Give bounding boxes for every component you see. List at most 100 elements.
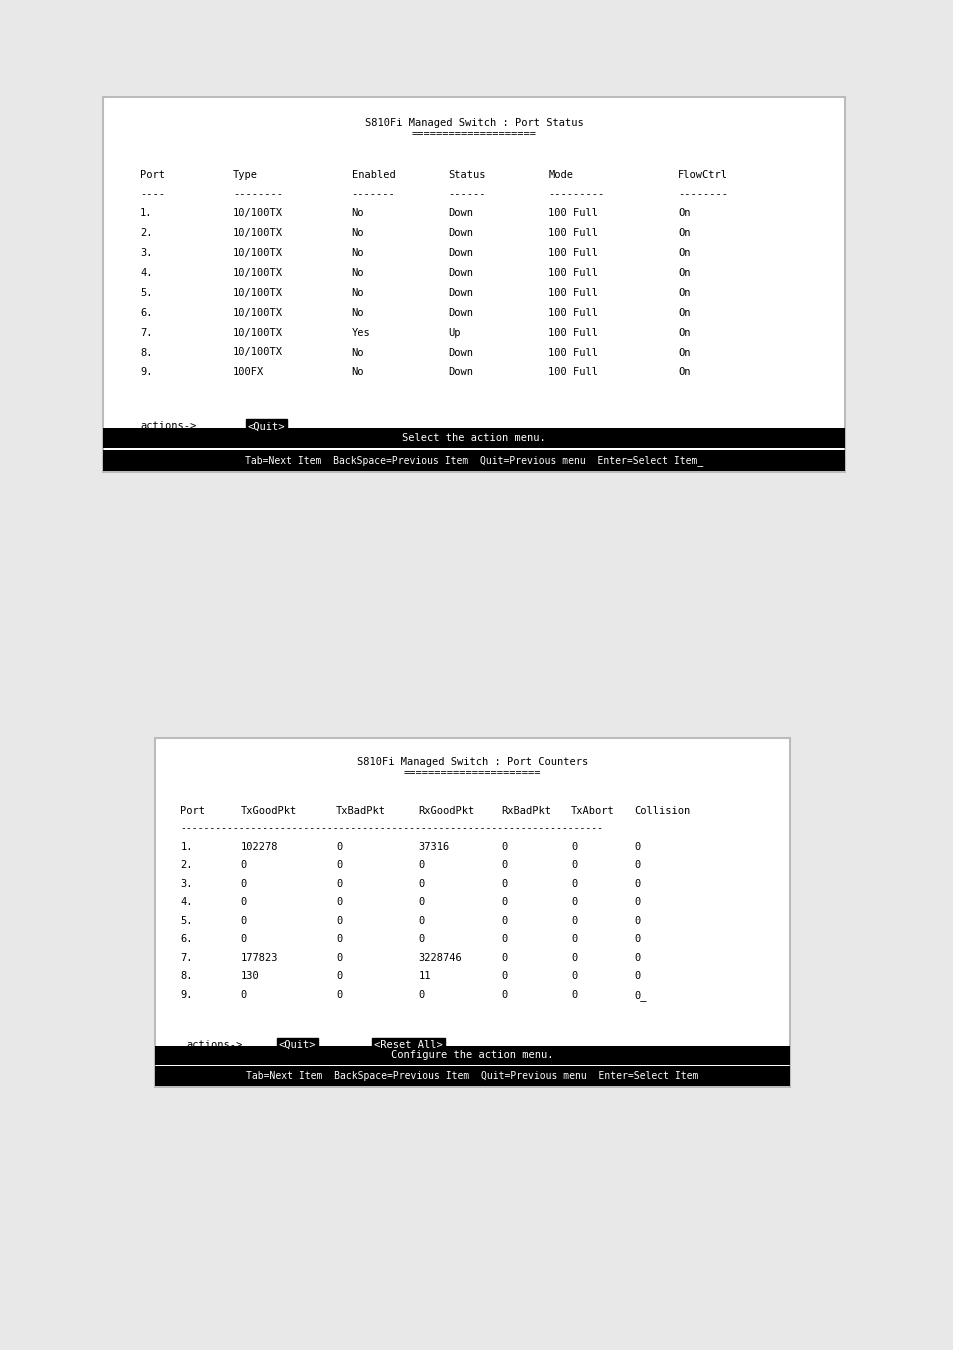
- FancyBboxPatch shape: [154, 738, 789, 1087]
- Text: Status: Status: [448, 170, 485, 180]
- Text: actions->: actions->: [140, 421, 196, 432]
- Text: 100FX: 100FX: [233, 367, 264, 378]
- Text: 1.: 1.: [140, 208, 152, 219]
- Bar: [154, 1046, 789, 1065]
- Text: 0: 0: [570, 990, 577, 999]
- Text: 10/100TX: 10/100TX: [233, 347, 282, 358]
- Text: 0: 0: [570, 841, 577, 852]
- Text: 0: 0: [418, 934, 424, 944]
- Text: 10/100TX: 10/100TX: [233, 328, 282, 338]
- Text: On: On: [678, 328, 690, 338]
- Text: ----: ----: [140, 189, 165, 198]
- Text: On: On: [678, 208, 690, 219]
- Text: Port: Port: [140, 170, 165, 180]
- Text: 0: 0: [418, 990, 424, 999]
- Text: No: No: [352, 367, 364, 378]
- Text: 10/100TX: 10/100TX: [233, 288, 282, 298]
- Text: 2.: 2.: [180, 860, 193, 871]
- Text: Collision: Collision: [634, 806, 690, 815]
- Text: <Quit>: <Quit>: [248, 421, 285, 432]
- Text: Type: Type: [233, 170, 257, 180]
- Text: No: No: [352, 308, 364, 317]
- Text: 1.: 1.: [180, 841, 193, 852]
- Text: 7.: 7.: [180, 953, 193, 963]
- Text: 0: 0: [335, 915, 342, 926]
- Text: RxBadPkt: RxBadPkt: [500, 806, 551, 815]
- Text: On: On: [678, 308, 690, 317]
- Text: 0: 0: [500, 953, 507, 963]
- Text: Down: Down: [448, 228, 473, 238]
- Text: actions->: actions->: [187, 1040, 243, 1050]
- Text: 100 Full: 100 Full: [548, 208, 598, 219]
- Text: 100 Full: 100 Full: [548, 248, 598, 258]
- Text: ------: ------: [448, 189, 485, 198]
- Text: 2.: 2.: [140, 228, 152, 238]
- Text: 0: 0: [634, 879, 640, 888]
- Text: 11: 11: [418, 971, 431, 981]
- Text: Select the action menu.: Select the action menu.: [402, 433, 545, 443]
- Text: 37316: 37316: [418, 841, 449, 852]
- Text: Mode: Mode: [548, 170, 573, 180]
- Text: Configure the action menu.: Configure the action menu.: [391, 1050, 553, 1060]
- Text: 6.: 6.: [140, 308, 152, 317]
- Text: 0: 0: [418, 879, 424, 888]
- Text: 0: 0: [500, 898, 507, 907]
- Text: On: On: [678, 248, 690, 258]
- Text: 0: 0: [335, 934, 342, 944]
- Bar: [103, 450, 844, 471]
- Text: On: On: [678, 367, 690, 378]
- Text: -------: -------: [352, 189, 395, 198]
- Text: On: On: [678, 347, 690, 358]
- Text: 0: 0: [570, 898, 577, 907]
- Text: 0: 0: [240, 990, 247, 999]
- Text: 0: 0: [570, 915, 577, 926]
- Text: 0: 0: [335, 898, 342, 907]
- Text: Enabled: Enabled: [352, 170, 395, 180]
- Text: 0: 0: [240, 915, 247, 926]
- Bar: [154, 1066, 789, 1087]
- Text: 100 Full: 100 Full: [548, 228, 598, 238]
- Text: 0: 0: [500, 879, 507, 888]
- Text: Down: Down: [448, 248, 473, 258]
- Text: 100 Full: 100 Full: [548, 288, 598, 298]
- Text: 0: 0: [240, 898, 247, 907]
- Text: 10/100TX: 10/100TX: [233, 308, 282, 317]
- Text: 0: 0: [634, 934, 640, 944]
- Text: 0: 0: [500, 841, 507, 852]
- Text: 3.: 3.: [180, 879, 193, 888]
- Text: 100 Full: 100 Full: [548, 347, 598, 358]
- Text: 0: 0: [500, 934, 507, 944]
- Text: 10/100TX: 10/100TX: [233, 228, 282, 238]
- Text: ======================: ======================: [403, 768, 540, 778]
- Text: 10/100TX: 10/100TX: [233, 208, 282, 219]
- Text: 8.: 8.: [140, 347, 152, 358]
- Text: 0: 0: [500, 971, 507, 981]
- Text: Down: Down: [448, 288, 473, 298]
- Text: 0: 0: [570, 934, 577, 944]
- Text: No: No: [352, 208, 364, 219]
- Bar: [103, 428, 844, 448]
- Text: 10/100TX: 10/100TX: [233, 248, 282, 258]
- Text: 0: 0: [570, 971, 577, 981]
- Text: No: No: [352, 347, 364, 358]
- Text: 0: 0: [418, 898, 424, 907]
- Text: 0: 0: [335, 841, 342, 852]
- Text: No: No: [352, 228, 364, 238]
- Text: TxBadPkt: TxBadPkt: [335, 806, 386, 815]
- Text: 0: 0: [500, 860, 507, 871]
- Text: 0: 0: [240, 860, 247, 871]
- Text: 0: 0: [335, 953, 342, 963]
- Text: 100 Full: 100 Full: [548, 367, 598, 378]
- Text: 10/100TX: 10/100TX: [233, 269, 282, 278]
- Text: 3228746: 3228746: [418, 953, 462, 963]
- Text: Port: Port: [180, 806, 205, 815]
- Text: Down: Down: [448, 208, 473, 219]
- Text: Up: Up: [448, 328, 460, 338]
- Text: 0: 0: [634, 915, 640, 926]
- Text: 8.: 8.: [180, 971, 193, 981]
- Text: 0: 0: [335, 860, 342, 871]
- Text: No: No: [352, 269, 364, 278]
- Text: Tab=Next Item  BackSpace=Previous Item  Quit=Previous menu  Enter=Select Item_: Tab=Next Item BackSpace=Previous Item Qu…: [245, 455, 702, 466]
- Text: 6.: 6.: [180, 934, 193, 944]
- Text: 0: 0: [634, 841, 640, 852]
